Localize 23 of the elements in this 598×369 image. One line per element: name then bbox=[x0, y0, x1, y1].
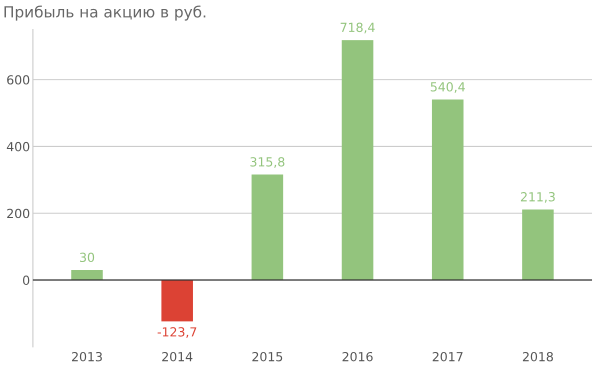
x-tick-label: 2018 bbox=[522, 352, 553, 362]
data-label: 211,3 bbox=[520, 192, 555, 203]
x-tick-label: 2013 bbox=[72, 352, 102, 362]
bar bbox=[252, 174, 284, 280]
data-label: 540,4 bbox=[430, 82, 465, 93]
data-label: 30 bbox=[80, 252, 94, 262]
y-tick-label: 400 bbox=[6, 142, 30, 152]
x-tick-label: 2015 bbox=[252, 352, 282, 362]
chart-title: Прибыль на акцию в руб. bbox=[4, 6, 206, 21]
x-tick-label: 2014 bbox=[162, 352, 192, 362]
data-label: 718,4 bbox=[340, 22, 375, 34]
data-label: -123,7 bbox=[158, 327, 196, 338]
bar bbox=[522, 209, 554, 280]
y-tick-label: 600 bbox=[7, 75, 30, 85]
bar bbox=[71, 270, 103, 280]
y-tick-label: 200 bbox=[7, 208, 30, 218]
y-tick-label: 0 bbox=[22, 276, 30, 285]
bar bbox=[161, 280, 193, 322]
bar bbox=[342, 40, 374, 280]
bar bbox=[432, 100, 464, 280]
x-tick-label: 2017 bbox=[432, 352, 463, 362]
data-label: 315,8 bbox=[250, 157, 284, 168]
x-tick-label: 2016 bbox=[342, 352, 373, 362]
